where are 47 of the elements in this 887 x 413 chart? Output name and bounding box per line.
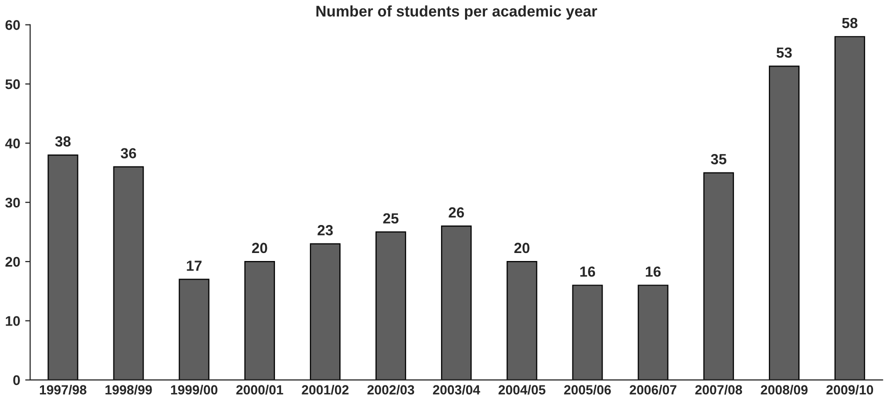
data-label: 26 [448, 207, 464, 218]
x-tick-label: 2003/04 [432, 384, 480, 395]
bar [310, 243, 341, 380]
bar [441, 225, 472, 380]
bar [244, 261, 275, 380]
chart-title: Number of students per academic year [316, 5, 598, 20]
y-tick-label: 40 [5, 138, 20, 148]
y-tick-label: 30 [5, 198, 20, 208]
bar [506, 261, 538, 380]
bar [113, 166, 144, 380]
x-tick-label: 2002/03 [367, 384, 414, 395]
data-label: 58 [842, 18, 858, 28]
bar [48, 154, 78, 380]
bar [375, 231, 406, 380]
data-label: 38 [55, 136, 71, 147]
bar [703, 172, 734, 380]
y-tick-label: 20 [5, 256, 20, 267]
y-tick-label: 60 [5, 20, 20, 30]
x-tick-label: 2006/07 [630, 384, 676, 395]
x-tick-label: 2005/06 [564, 384, 611, 395]
x-tick-label: 2001/02 [302, 384, 349, 395]
x-tick-label: 2004/05 [498, 384, 546, 395]
x-tick-label: 2000/01 [236, 384, 284, 395]
bar [178, 278, 210, 380]
x-tick-label: 2008/09 [760, 384, 808, 395]
x-tick-label: 1997/98 [40, 384, 86, 395]
y-tick-label: 10 [6, 316, 20, 326]
data-label: 53 [776, 47, 792, 58]
x-tick-label: 2007/08 [695, 384, 742, 395]
bar [638, 284, 668, 380]
data-label: 35 [710, 154, 726, 164]
bar [768, 66, 800, 380]
data-label: 20 [252, 242, 268, 254]
data-label: 16 [646, 266, 661, 277]
bar [572, 284, 603, 380]
data-label: 25 [383, 213, 398, 224]
y-tick-label: 50 [5, 79, 20, 90]
data-label: 16 [580, 266, 596, 277]
data-label: 20 [514, 242, 530, 254]
data-label: 23 [318, 225, 333, 236]
x-tick-label: 1999/00 [171, 384, 218, 395]
y-tick-label: 0 [13, 375, 20, 386]
bar [834, 36, 866, 380]
x-tick-label: 2009/10 [826, 384, 874, 395]
data-label: 36 [120, 148, 136, 158]
data-label: 17 [186, 260, 202, 271]
x-tick-label: 1998/99 [106, 384, 152, 395]
